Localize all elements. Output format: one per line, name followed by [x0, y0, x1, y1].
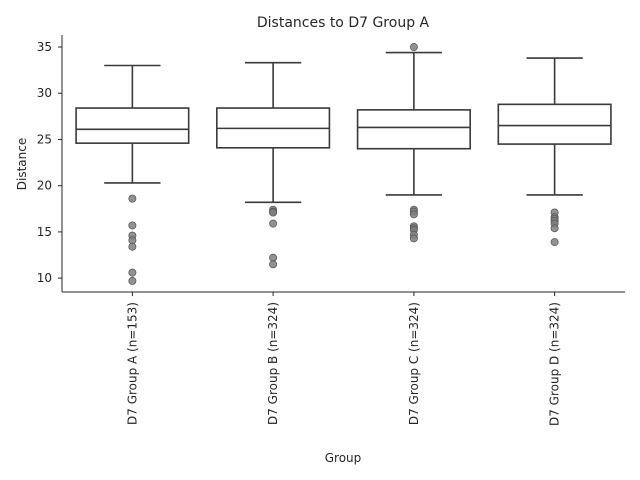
outlier-point	[409, 43, 418, 52]
outlier-point	[550, 238, 559, 247]
y-tick-label: 30	[37, 86, 52, 100]
outlier-point	[128, 268, 137, 277]
x-tick-label: D7 Group C (n=324)	[407, 302, 421, 425]
y-tick-label: 35	[37, 40, 52, 54]
y-axis-label: Distance	[15, 138, 29, 190]
iqr-box	[356, 109, 471, 150]
box-group	[497, 57, 612, 247]
box-group	[356, 43, 471, 243]
outlier-point	[128, 242, 137, 251]
y-axis-ticks: 10 15 20 25 30 35	[37, 40, 62, 285]
outlier-point	[550, 224, 559, 233]
outlier-point	[269, 219, 278, 228]
x-tick-label: D7 Group B (n=324)	[266, 302, 280, 425]
plot-area	[75, 43, 612, 285]
y-tick-label: 25	[37, 132, 52, 146]
iqr-box	[75, 107, 190, 144]
outlier-point	[128, 221, 137, 230]
outlier-point	[128, 276, 137, 285]
outlier-point	[128, 194, 137, 203]
y-tick-label: 20	[37, 179, 52, 193]
x-tick-label: D7 Group A (n=153)	[125, 302, 139, 425]
outlier-point	[269, 208, 278, 217]
box-group	[216, 61, 331, 269]
box-group	[75, 64, 190, 285]
y-tick-label: 15	[37, 225, 52, 239]
x-axis-ticks: D7 Group A (n=153) D7 Group B (n=324) D7 G…	[125, 292, 562, 426]
x-tick-label: D7 Group D (n=324)	[548, 302, 562, 426]
y-tick-label: 10	[37, 271, 52, 285]
outlier-point	[269, 260, 278, 269]
outlier-point	[409, 234, 418, 243]
iqr-box	[497, 103, 612, 145]
x-axis-label: Group	[325, 451, 362, 465]
outlier-point	[409, 210, 418, 219]
chart-title: Distances to D7 Group A	[257, 15, 430, 31]
